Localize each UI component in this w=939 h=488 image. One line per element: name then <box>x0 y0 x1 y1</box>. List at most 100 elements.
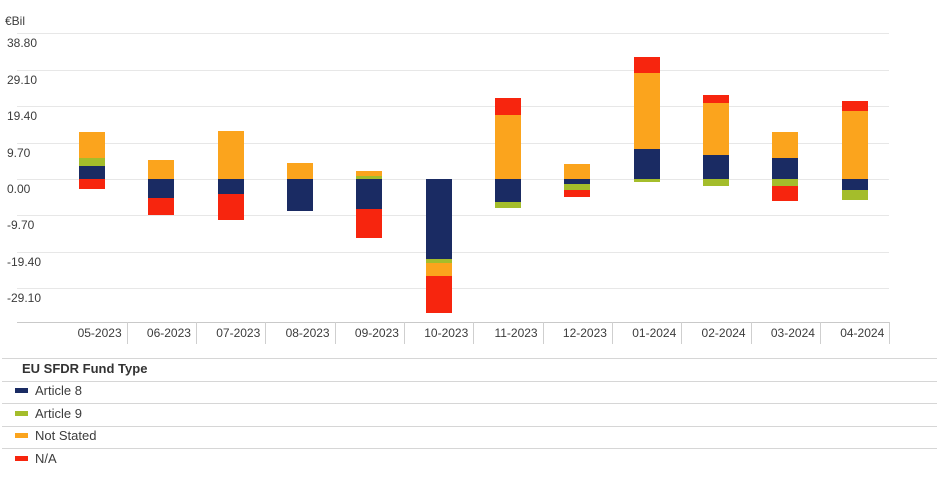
bar-03-2024-not-stated[interactable] <box>772 131 799 159</box>
bar-12-2023-n-a[interactable] <box>564 189 591 197</box>
bar-09-2023-not-stated[interactable] <box>356 171 383 176</box>
bar-10-2023-not-stated[interactable] <box>425 263 452 277</box>
bar-08-2023-article-8[interactable] <box>286 179 313 211</box>
x-tick-label: 12-2023 <box>562 326 607 340</box>
bar-02-2024-article-8[interactable] <box>702 154 729 179</box>
y-tick-label: 9.70 <box>7 145 31 160</box>
gridline-38.80 <box>17 33 889 35</box>
legend-divider <box>2 358 937 359</box>
bar-03-2024-article-9[interactable] <box>772 179 799 186</box>
bar-04-2024-not-stated[interactable] <box>841 110 868 179</box>
bar-05-2023-n-a[interactable] <box>78 179 105 190</box>
legend-swatch-article-9 <box>15 410 28 416</box>
x-axis-separator <box>542 322 544 344</box>
y-axis-unit-label: €Bil <box>5 14 26 28</box>
bar-06-2023-not-stated[interactable] <box>148 159 175 179</box>
bar-07-2023-n-a[interactable] <box>217 194 244 220</box>
legend-label-na: N/A <box>35 450 57 466</box>
x-tick-label: 08-2023 <box>285 326 330 340</box>
x-axis-separator <box>611 322 613 344</box>
x-axis-separator <box>681 322 683 344</box>
bar-01-2024-n-a[interactable] <box>633 57 660 74</box>
bar-06-2023-n-a[interactable] <box>148 197 175 215</box>
bar-04-2024-article-9[interactable] <box>841 189 868 200</box>
x-axis-line <box>17 322 889 323</box>
x-tick-label: 09-2023 <box>354 326 399 340</box>
legend-label-article-9: Article 9 <box>35 405 82 421</box>
legend-swatch-na <box>15 455 28 461</box>
bar-12-2023-not-stated[interactable] <box>564 163 591 179</box>
legend-title: EU SFDR Fund Type <box>22 361 148 376</box>
x-axis-separator <box>473 322 475 344</box>
bar-11-2023-n-a[interactable] <box>494 97 521 115</box>
legend-label-article-8: Article 8 <box>35 383 82 398</box>
x-tick-label: 05-2023 <box>77 326 122 340</box>
x-axis-separator <box>126 322 128 344</box>
x-axis-separator <box>195 322 197 344</box>
x-tick-label: 11-2023 <box>494 326 538 340</box>
bar-09-2023-n-a[interactable] <box>356 208 383 239</box>
bar-03-2024-n-a[interactable] <box>772 185 799 202</box>
legend-swatch-not-stated <box>15 433 28 438</box>
bar-03-2024-article-8[interactable] <box>772 158 799 179</box>
x-axis-separator <box>819 322 821 344</box>
bar-09-2023-article-8[interactable] <box>356 179 383 209</box>
legend-swatch-article-8 <box>15 388 28 393</box>
gridline--29.10 <box>17 288 889 290</box>
x-axis-separator <box>403 322 405 344</box>
bar-05-2023-article-9[interactable] <box>78 157 105 167</box>
bar-05-2023-article-8[interactable] <box>78 166 105 179</box>
y-tick-label: 38.80 <box>7 36 38 51</box>
x-axis-separator <box>265 322 267 344</box>
x-tick-label: 01-2024 <box>632 326 677 340</box>
x-tick-label: 10-2023 <box>424 326 469 340</box>
gridline--19.40 <box>17 251 889 253</box>
x-axis-separator <box>750 322 752 344</box>
gridline-0.00 <box>17 179 889 180</box>
y-tick-label: -19.40 <box>7 254 42 269</box>
bar-11-2023-article-9[interactable] <box>494 201 521 208</box>
bar-09-2023-article-9[interactable] <box>356 175 383 179</box>
x-axis-separator <box>334 322 336 344</box>
y-tick-label: 29.10 <box>7 72 38 87</box>
legend-divider <box>2 425 937 427</box>
bar-01-2024-article-9[interactable] <box>633 179 660 182</box>
x-tick-label: 04-2024 <box>840 326 885 340</box>
bar-07-2023-not-stated[interactable] <box>217 130 244 179</box>
y-tick-label: -9.70 <box>7 218 35 233</box>
bar-01-2024-article-8[interactable] <box>633 149 660 179</box>
bar-12-2023-article-9[interactable] <box>564 183 591 190</box>
bar-02-2024-n-a[interactable] <box>702 94 729 103</box>
legend-divider <box>2 381 937 382</box>
x-tick-label: 03-2024 <box>770 326 815 340</box>
bar-06-2023-article-8[interactable] <box>148 179 175 198</box>
x-tick-label: 02-2024 <box>701 326 746 340</box>
bar-10-2023-article-8[interactable] <box>425 179 452 259</box>
legend-label-not-stated: Not Stated <box>35 428 97 443</box>
gridline--9.70 <box>17 215 889 217</box>
gridline-9.70 <box>17 142 889 144</box>
bar-07-2023-article-8[interactable] <box>217 179 244 194</box>
x-axis-separator <box>889 322 891 344</box>
bar-10-2023-n-a[interactable] <box>425 276 452 313</box>
bar-02-2024-not-stated[interactable] <box>702 102 729 155</box>
y-tick-label: -29.10 <box>7 291 42 306</box>
bar-04-2024-n-a[interactable] <box>841 100 868 111</box>
bar-04-2024-article-8[interactable] <box>841 179 868 190</box>
bar-01-2024-not-stated[interactable] <box>633 73 660 150</box>
bar-11-2023-not-stated[interactable] <box>494 114 521 179</box>
bar-05-2023-not-stated[interactable] <box>78 132 105 158</box>
gridline-19.40 <box>17 106 889 108</box>
y-tick-label: 0.00 <box>7 182 31 196</box>
bar-08-2023-not-stated[interactable] <box>286 162 313 179</box>
bar-12-2023-article-8[interactable] <box>564 179 591 184</box>
x-tick-label: 06-2023 <box>146 326 191 340</box>
bar-11-2023-article-8[interactable] <box>494 179 521 202</box>
y-tick-label: 19.40 <box>7 109 38 124</box>
legend-divider <box>2 448 937 449</box>
legend-divider <box>2 403 937 404</box>
bar-10-2023-article-9[interactable] <box>425 258 452 264</box>
x-tick-label: 07-2023 <box>216 326 261 340</box>
bar-02-2024-article-9[interactable] <box>702 179 729 187</box>
